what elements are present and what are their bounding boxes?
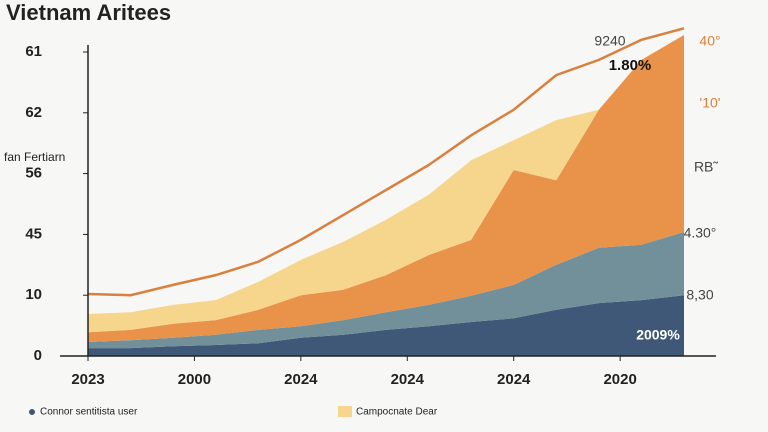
x-tick-label: 2023	[71, 371, 104, 388]
x-tick-label: 2024	[497, 371, 531, 388]
annotation: RB˜	[694, 159, 718, 175]
y-axis-label: fan Fertiarn	[4, 150, 65, 164]
y-tick-label: 62	[25, 104, 42, 121]
y-tick-label: 10	[25, 286, 42, 303]
x-tick-label: 2024	[284, 371, 318, 388]
area	[88, 34, 684, 343]
y-tick-label: 0	[34, 347, 42, 364]
annotation: 4.30°	[684, 225, 717, 241]
legend-label: Campocnate Dear	[356, 407, 438, 418]
area	[88, 34, 684, 333]
annotation: 8,30	[686, 287, 713, 303]
y-tick-label: 61	[25, 43, 42, 60]
chart-title: Vietnam Aritees	[6, 0, 171, 25]
line	[87, 27, 685, 297]
annotation: 40°	[699, 33, 720, 49]
x-tick-label: 2000	[178, 371, 211, 388]
y-tick-label: 56	[25, 165, 42, 182]
annotation: '10'	[700, 95, 721, 111]
legend-marker	[29, 409, 35, 415]
legend-marker	[338, 406, 352, 417]
legend-label: Connor sentitista user	[40, 407, 138, 418]
annotation: 1.80%	[609, 57, 652, 74]
area	[88, 295, 684, 356]
area	[88, 231, 684, 349]
x-tick-label: 2020	[603, 371, 636, 388]
annotation: 9240	[594, 33, 625, 49]
y-tick-label: 45	[25, 225, 42, 242]
x-tick-label: 2024	[391, 371, 425, 388]
annotation: 2009%	[636, 327, 680, 343]
